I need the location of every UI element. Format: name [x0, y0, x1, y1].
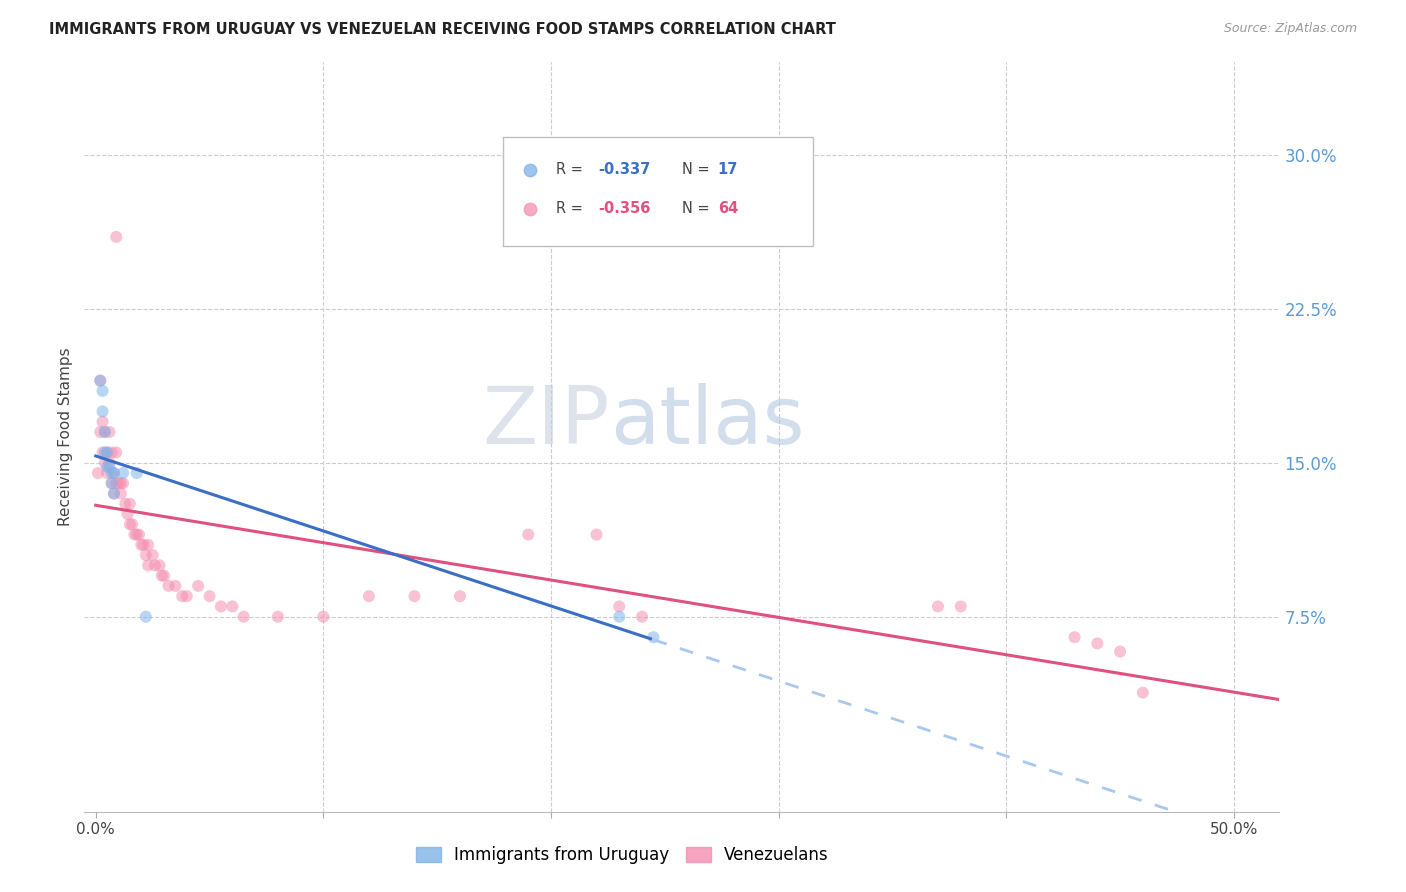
Point [449, 589, 471, 603]
Point [98, 425, 121, 439]
Text: ZIP: ZIP [482, 383, 610, 461]
Point [96, 445, 118, 459]
Point [312, 609, 335, 624]
Point [132, 538, 155, 552]
Point [136, 558, 159, 573]
Point [94, 425, 117, 439]
Point [135, 609, 157, 624]
Point [91, 384, 114, 398]
Point [94, 445, 117, 459]
Point [107, 476, 129, 491]
Point [105, 476, 128, 491]
Point [121, 517, 143, 532]
Point [176, 589, 198, 603]
Point [103, 486, 125, 500]
Text: N =: N = [682, 201, 714, 216]
Point [142, 548, 165, 562]
Point [125, 466, 148, 480]
Point [221, 599, 243, 614]
Point [103, 466, 125, 480]
Point [118, 517, 141, 532]
Point [128, 527, 150, 541]
Point [94, 425, 117, 439]
Point [927, 599, 949, 614]
Point [91, 404, 114, 418]
Text: atlas: atlas [610, 383, 804, 461]
FancyBboxPatch shape [503, 137, 814, 246]
Point [148, 558, 170, 573]
Point [135, 548, 157, 562]
Point [112, 466, 135, 480]
Text: -0.337: -0.337 [599, 162, 651, 178]
Point [110, 486, 132, 500]
Point [631, 609, 654, 624]
Point [165, 579, 187, 593]
Point [209, 599, 232, 614]
Point [585, 527, 607, 541]
Point [89, 425, 111, 439]
Point [232, 609, 254, 624]
Point [98, 459, 121, 474]
Point [124, 527, 146, 541]
Point [118, 497, 141, 511]
Point [136, 538, 159, 552]
Point [105, 445, 128, 459]
Text: 64: 64 [718, 201, 738, 216]
Point [96, 466, 118, 480]
Point [150, 568, 173, 582]
Point [100, 476, 122, 491]
Text: 17: 17 [718, 162, 738, 178]
Point [607, 609, 630, 624]
Point [100, 445, 122, 459]
Point [91, 415, 114, 429]
Point [172, 589, 194, 603]
Point [117, 507, 139, 521]
Point [607, 599, 630, 614]
Point [143, 558, 166, 573]
Point [89, 374, 111, 388]
Text: Source: ZipAtlas.com: Source: ZipAtlas.com [1223, 22, 1357, 36]
Point [198, 589, 221, 603]
Point [89, 374, 111, 388]
Text: N =: N = [682, 162, 714, 178]
Point [96, 445, 118, 459]
Point [91, 445, 114, 459]
Point [100, 466, 122, 480]
Point [129, 538, 152, 552]
Text: R =: R = [557, 162, 588, 178]
Point [1063, 630, 1085, 644]
Point [1109, 644, 1132, 658]
Y-axis label: Receiving Food Stamps: Receiving Food Stamps [58, 348, 73, 526]
Point [404, 589, 426, 603]
Point [103, 486, 125, 500]
Text: IMMIGRANTS FROM URUGUAY VS VENEZUELAN RECEIVING FOOD STAMPS CORRELATION CHART: IMMIGRANTS FROM URUGUAY VS VENEZUELAN RE… [49, 22, 837, 37]
Legend: Immigrants from Uruguay, Venezuelans: Immigrants from Uruguay, Venezuelans [409, 839, 835, 871]
Point [153, 568, 176, 582]
Point [100, 476, 122, 491]
Point [267, 609, 290, 624]
Point [1085, 636, 1108, 650]
Point [105, 230, 128, 244]
Point [357, 589, 380, 603]
Point [187, 579, 209, 593]
Text: -0.356: -0.356 [599, 201, 651, 216]
Point [87, 466, 110, 480]
Point [125, 527, 148, 541]
Point [517, 527, 540, 541]
Point [103, 466, 125, 480]
Point [96, 459, 118, 474]
Point [112, 476, 135, 491]
Point [949, 599, 972, 614]
Point [1132, 686, 1154, 700]
Text: R =: R = [557, 201, 588, 216]
Point [114, 497, 136, 511]
Point [94, 456, 117, 470]
Point [643, 630, 665, 644]
Point [157, 579, 180, 593]
Point [110, 476, 132, 491]
Point [98, 456, 121, 470]
